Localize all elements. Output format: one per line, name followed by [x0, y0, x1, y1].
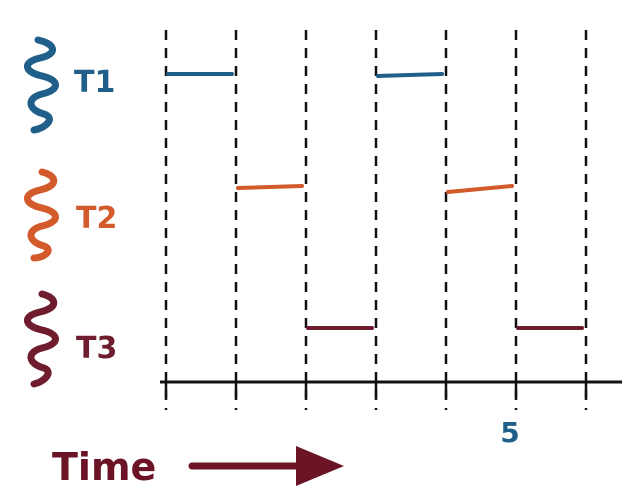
time-axis-ticks: [164, 382, 588, 398]
thread-t3-legend: T3: [24, 290, 117, 388]
slot-dividers: [164, 30, 588, 410]
thread-t2-legend: T2: [24, 168, 117, 262]
thread-t1-legend: T1: [24, 36, 115, 134]
execution-runs: [166, 72, 584, 330]
thread-t2-label: T2: [76, 201, 117, 236]
run-t1-1: [376, 72, 444, 78]
thread-t1-label: T1: [74, 65, 115, 100]
time-tick-label-5: 5: [500, 416, 519, 449]
time-axis-label: Time: [52, 445, 156, 489]
thread-t1-squiggle-icon: [24, 36, 59, 134]
thread-t2-squiggle-icon: [24, 168, 59, 262]
thread-t3-squiggle-icon: [24, 290, 59, 388]
thread-t3-label: T3: [76, 331, 117, 366]
run-t2-1: [446, 184, 514, 194]
run-t2-0: [236, 184, 304, 190]
time-arrow-icon: [188, 446, 344, 486]
